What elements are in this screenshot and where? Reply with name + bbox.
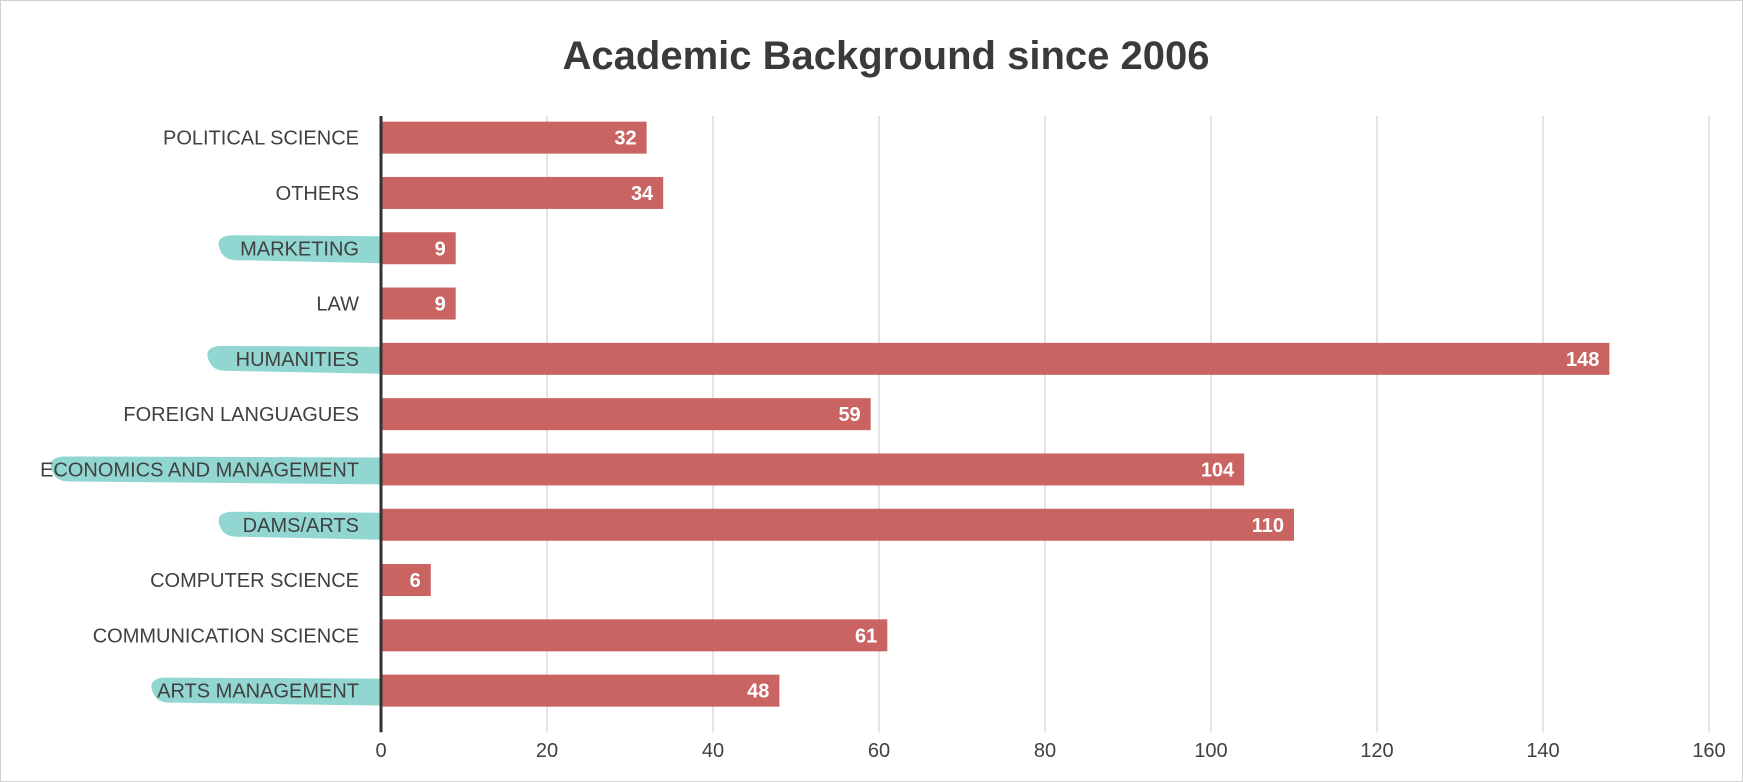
bar xyxy=(382,176,664,209)
category-label: COMPUTER SCIENCE xyxy=(150,570,359,592)
category-label: ECONOMICS AND MANAGEMENT xyxy=(40,459,359,481)
value-label: 6 xyxy=(410,570,421,592)
label-highlight xyxy=(151,677,391,706)
category-label: OTHERS xyxy=(276,183,359,205)
label-highlight xyxy=(207,345,391,374)
x-tick-label: 0 xyxy=(375,740,386,762)
x-tick-labels: 0 20 40 60 80 100 120 140 160 xyxy=(375,740,1725,762)
bar xyxy=(382,619,888,652)
x-tick-label: 60 xyxy=(868,740,890,762)
bar xyxy=(382,453,1245,486)
x-tick-label: 100 xyxy=(1194,740,1227,762)
bar xyxy=(382,287,456,320)
x-tick-label: 20 xyxy=(536,740,558,762)
x-tick-label: 120 xyxy=(1360,740,1393,762)
category-label: ARTS MANAGEMENT xyxy=(157,681,359,703)
category-label: FOREIGN LANGUAGUES xyxy=(123,404,359,426)
bar xyxy=(382,508,1294,541)
category-label: LAW xyxy=(316,294,359,316)
bar xyxy=(382,564,431,597)
bar xyxy=(382,674,780,707)
category-label: MARKETING xyxy=(240,238,359,260)
category-label: POLITICAL SCIENCE xyxy=(163,128,359,150)
label-highlights xyxy=(50,235,392,706)
category-label: HUMANITIES xyxy=(236,349,359,371)
label-highlight xyxy=(218,511,391,540)
bar xyxy=(382,342,1610,375)
chart-title: Academic Background since 2006 xyxy=(563,34,1210,78)
category-label: DAMS/ARTS xyxy=(243,515,359,537)
value-label: 104 xyxy=(1201,459,1235,481)
value-label: 32 xyxy=(614,128,636,150)
bar xyxy=(382,398,871,431)
value-label: 148 xyxy=(1566,349,1599,371)
value-label: 110 xyxy=(1252,515,1284,537)
label-highlight xyxy=(50,456,392,485)
bars xyxy=(382,121,1610,707)
value-label: 34 xyxy=(631,183,654,205)
category-labels: POLITICAL SCIENCE OTHERS MARKETING LAW HUMAN… xyxy=(40,128,359,703)
x-tick-label: 160 xyxy=(1692,740,1725,762)
label-highlight xyxy=(218,235,391,264)
value-label: 59 xyxy=(838,404,860,426)
gridlines xyxy=(546,116,1710,733)
value-label: 9 xyxy=(435,238,446,260)
x-tick-label: 80 xyxy=(1034,740,1056,762)
value-label: 9 xyxy=(435,294,446,316)
value-label: 48 xyxy=(747,681,769,703)
value-labels: 32 34 9 9 148 59 104 110 6 61 48 xyxy=(410,128,1600,703)
bar xyxy=(382,232,456,265)
category-label: COMMUNICATION SCIENCE xyxy=(93,625,359,647)
value-label: 61 xyxy=(855,625,877,647)
x-tick-label: 140 xyxy=(1526,740,1559,762)
x-tick-label: 40 xyxy=(702,740,724,762)
bar xyxy=(382,121,647,154)
